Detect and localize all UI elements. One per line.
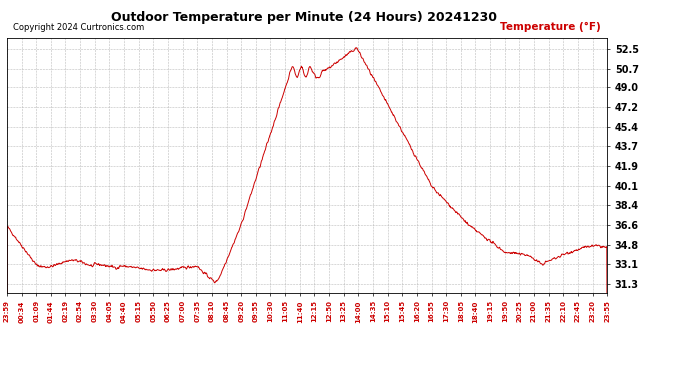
Text: Temperature (°F): Temperature (°F) bbox=[500, 22, 601, 32]
Text: Outdoor Temperature per Minute (24 Hours) 20241230: Outdoor Temperature per Minute (24 Hours… bbox=[110, 11, 497, 24]
Text: Copyright 2024 Curtronics.com: Copyright 2024 Curtronics.com bbox=[13, 23, 144, 32]
